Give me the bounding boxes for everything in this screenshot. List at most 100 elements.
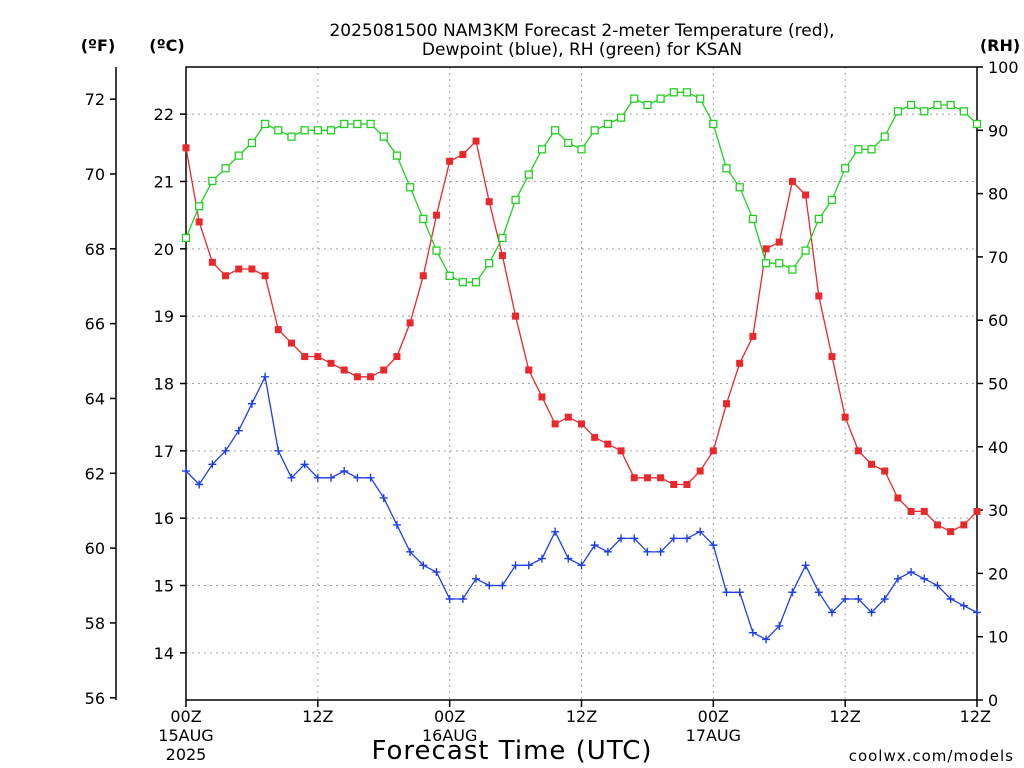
temperature-point bbox=[551, 420, 559, 428]
temperature-point bbox=[406, 319, 414, 327]
rh-point bbox=[735, 183, 744, 192]
dewpoint-point bbox=[564, 554, 573, 563]
dewpoint-point bbox=[366, 473, 375, 482]
dewpoint-point bbox=[432, 568, 441, 577]
dewpoint-point bbox=[182, 467, 190, 476]
rh-point bbox=[775, 259, 784, 268]
rh-point bbox=[274, 126, 283, 135]
dewpoint-point bbox=[300, 460, 309, 469]
dewpoint-point bbox=[788, 588, 797, 597]
temperature-point bbox=[538, 393, 546, 401]
rh-tick-label: 0 bbox=[988, 691, 998, 710]
rh-point bbox=[814, 214, 823, 224]
temperature-point bbox=[222, 272, 230, 280]
rh-point bbox=[827, 195, 837, 205]
rh-point bbox=[972, 119, 982, 129]
x-tick-label-time: 12Z bbox=[566, 707, 597, 726]
temperature-point bbox=[960, 521, 968, 529]
dewpoint-point bbox=[327, 473, 336, 482]
rh-point bbox=[260, 119, 270, 129]
dewpoint-point bbox=[261, 372, 270, 381]
dewpoint-point bbox=[775, 621, 784, 630]
rh-point bbox=[550, 126, 560, 135]
rh-point bbox=[445, 271, 454, 281]
temperature-point bbox=[591, 433, 599, 441]
fahrenheit-tick-label: 72 bbox=[85, 90, 105, 109]
temperature-point bbox=[287, 339, 295, 347]
dewpoint-point bbox=[577, 561, 586, 570]
chart-title-line2: Dewpoint (blue), RH (green) for KSAN bbox=[422, 40, 742, 60]
rh-point bbox=[656, 94, 665, 103]
temperature-point bbox=[657, 474, 665, 482]
dewpoint-point bbox=[907, 568, 916, 577]
dewpoint-point bbox=[458, 594, 467, 603]
dewpoint-point bbox=[827, 608, 836, 617]
dewpoint-point bbox=[234, 426, 243, 435]
dewpoint-point bbox=[419, 561, 428, 570]
temperature-point bbox=[525, 366, 533, 374]
temperature-point bbox=[208, 258, 216, 266]
temperature-point bbox=[802, 191, 810, 199]
rh-point bbox=[195, 202, 204, 211]
dewpoint-point bbox=[880, 594, 889, 603]
rh-point bbox=[537, 145, 547, 154]
temperature-point bbox=[472, 137, 480, 145]
rh-unit-label: (RH) bbox=[980, 36, 1020, 55]
dewpoint-point bbox=[669, 534, 678, 543]
celsius-unit-label: (ºC) bbox=[149, 36, 184, 55]
temperature-point bbox=[894, 494, 902, 502]
dewpoint-point bbox=[682, 534, 691, 543]
rh-point bbox=[379, 132, 388, 141]
dewpoint-point bbox=[696, 527, 705, 536]
temperature-point bbox=[841, 413, 849, 421]
dewpoint-point bbox=[353, 473, 362, 482]
temperature-point bbox=[235, 265, 243, 273]
dewpoint-point bbox=[195, 480, 204, 489]
dewpoint-point bbox=[247, 399, 256, 408]
chart-title-line1: 2025081500 NAM3KM Forecast 2-meter Tempe… bbox=[329, 21, 834, 41]
rh-tick-label: 90 bbox=[988, 121, 1008, 140]
dewpoint-point bbox=[867, 608, 876, 617]
temperature-point bbox=[564, 413, 572, 421]
rh-tick-label: 20 bbox=[988, 564, 1008, 583]
celsius-tick-label: 14 bbox=[154, 644, 174, 663]
dewpoint-point bbox=[722, 588, 731, 597]
x-tick-label-year: 2025 bbox=[166, 745, 207, 764]
temperature-point bbox=[578, 420, 585, 428]
temperature-point bbox=[340, 366, 348, 374]
rh-point bbox=[511, 195, 520, 205]
rh-tick-label: 100 bbox=[988, 58, 1019, 77]
temperature-point bbox=[314, 353, 322, 361]
dewpoint-point bbox=[643, 547, 652, 556]
temperature-point bbox=[485, 198, 493, 206]
temperature-point bbox=[261, 272, 269, 280]
rh-point bbox=[208, 176, 217, 186]
temperature-point bbox=[920, 507, 928, 515]
rh-point bbox=[761, 259, 771, 268]
rh-point bbox=[590, 126, 599, 135]
dewpoint-point bbox=[801, 561, 810, 570]
dewpoint-point bbox=[445, 594, 454, 603]
temperature-point bbox=[630, 474, 638, 482]
gridlines bbox=[186, 67, 977, 700]
rh-tick-label: 30 bbox=[988, 501, 1008, 520]
rh-point bbox=[669, 88, 678, 97]
dewpoint-point bbox=[748, 628, 757, 637]
rh-point bbox=[564, 138, 573, 148]
fahrenheit-tick-label: 60 bbox=[85, 539, 105, 558]
temperature-point bbox=[367, 373, 375, 381]
rh-point bbox=[366, 119, 375, 129]
temperature-point bbox=[643, 474, 651, 482]
rh-point bbox=[788, 265, 797, 274]
rh-point bbox=[920, 107, 929, 116]
temperature-point bbox=[498, 252, 506, 260]
dewpoint-point bbox=[893, 574, 902, 583]
credit-label: coolwx.com/models bbox=[849, 747, 1014, 765]
rh-point bbox=[603, 119, 613, 129]
rh-point bbox=[959, 107, 968, 116]
rh-point bbox=[234, 151, 243, 160]
rh-point bbox=[880, 132, 889, 141]
rh-point bbox=[577, 145, 586, 154]
rh-point bbox=[616, 113, 626, 122]
temperature-point bbox=[604, 440, 612, 448]
